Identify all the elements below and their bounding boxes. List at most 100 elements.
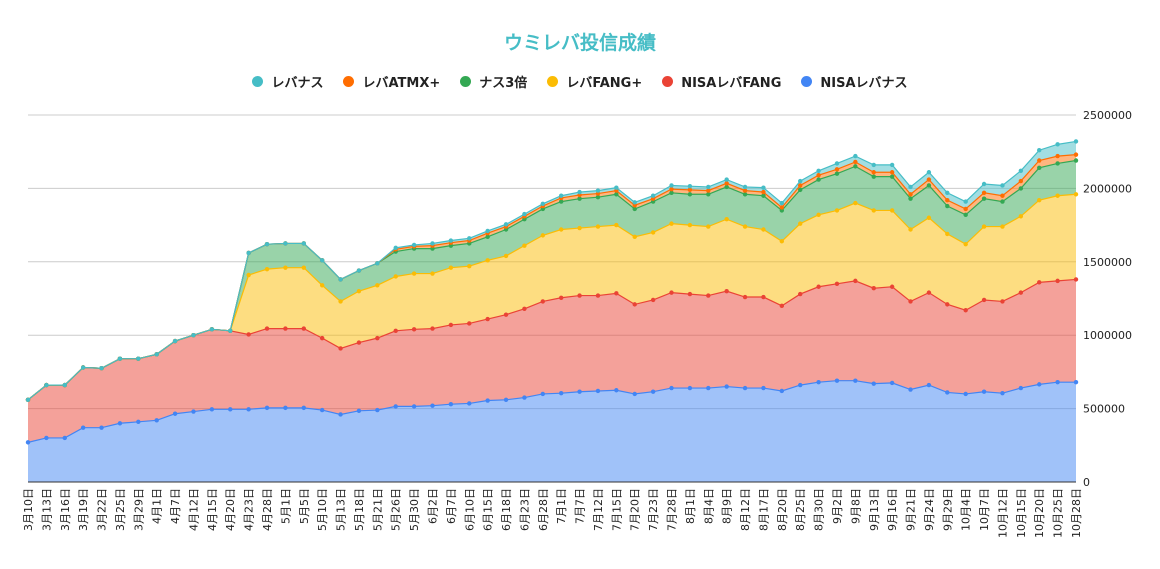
legend-item[interactable]: レバFANG+: [547, 72, 642, 91]
x-tick-label: 6月2日: [426, 488, 439, 524]
data-point: [503, 397, 509, 402]
data-point: [834, 378, 840, 383]
x-tick-label: 3月16日: [59, 488, 72, 531]
legend-dot-icon: [547, 76, 559, 87]
legend-label: ナス3倍: [479, 76, 528, 91]
data-point: [669, 385, 674, 391]
data-point: [595, 188, 601, 193]
x-tick-label: 7月12日: [592, 488, 605, 531]
data-point: [798, 187, 803, 193]
x-tick-label: 8月17日: [757, 488, 770, 531]
x-tick-label: 9月8日: [849, 488, 862, 524]
data-point: [558, 199, 564, 204]
data-point: [889, 170, 895, 175]
x-tick-label: 8月30日: [813, 488, 826, 531]
data-point: [80, 425, 86, 430]
data-point: [963, 308, 968, 313]
legend-item[interactable]: NISAレバFANG: [662, 72, 781, 91]
legend-item[interactable]: ナス3倍: [460, 72, 527, 91]
data-point: [375, 407, 380, 413]
data-point: [724, 177, 729, 182]
data-point: [540, 233, 546, 238]
data-point: [338, 346, 343, 351]
data-point: [650, 193, 656, 198]
legend-item[interactable]: レバATMX+: [343, 72, 440, 91]
y-tick-label: 1000000: [1083, 329, 1132, 342]
data-point: [1073, 139, 1079, 144]
data-point: [393, 328, 398, 333]
data-point: [595, 224, 601, 229]
data-point: [798, 183, 803, 188]
data-point: [191, 333, 196, 338]
x-tick-label: 8月1日: [684, 488, 697, 524]
x-tick-label: 7月28日: [666, 488, 679, 531]
legend-item[interactable]: NISAレバナス: [801, 72, 908, 91]
x-tick-label: 5月21日: [371, 488, 384, 531]
data-point: [779, 388, 785, 394]
data-point: [411, 271, 417, 276]
data-point: [761, 227, 766, 232]
area-1: [28, 279, 1076, 443]
x-tick-label: 7月7日: [574, 488, 587, 524]
data-point: [1018, 214, 1024, 219]
data-point: [853, 153, 858, 159]
data-point: [283, 326, 288, 331]
data-point: [1037, 148, 1042, 153]
data-point: [945, 390, 950, 395]
x-tick-label: 4月23日: [243, 488, 256, 531]
data-point: [577, 189, 582, 195]
x-tick-label: 9月2日: [831, 488, 844, 524]
x-tick-label: 10月4日: [960, 488, 973, 531]
data-point: [908, 227, 913, 232]
data-point: [1055, 379, 1060, 385]
data-point: [889, 162, 895, 168]
data-point: [1073, 379, 1079, 385]
data-point: [44, 435, 49, 441]
data-point: [503, 222, 509, 227]
data-point: [742, 294, 748, 300]
data-point: [834, 281, 840, 287]
data-point: [926, 183, 932, 188]
data-point: [136, 419, 141, 425]
data-point: [485, 398, 490, 403]
legend-label: NISAレバナス: [820, 76, 908, 91]
data-point: [761, 193, 766, 198]
data-point: [1055, 278, 1060, 284]
data-point: [319, 283, 325, 288]
data-point: [356, 340, 362, 345]
legend-label: レバナス: [271, 76, 324, 91]
data-point: [1037, 197, 1042, 203]
data-point: [761, 294, 766, 300]
data-point: [1018, 385, 1024, 391]
data-point: [393, 245, 398, 251]
data-point: [742, 385, 748, 391]
legend: レバナス レバATMX+ ナス3倍 レバFANG+ NISAレバFANG NISAレバナス: [0, 72, 1160, 91]
data-point: [926, 215, 932, 220]
data-point: [706, 385, 711, 391]
data-point: [577, 389, 582, 394]
x-tick-label: 6月10日: [463, 488, 476, 531]
data-point: [981, 190, 987, 196]
data-point: [485, 316, 490, 322]
x-tick-label: 4月12日: [187, 488, 200, 531]
series-line: [27, 380, 1076, 443]
data-point: [632, 206, 637, 212]
data-point: [724, 181, 729, 186]
data-point: [687, 291, 693, 297]
data-point: [99, 425, 104, 430]
data-point: [926, 290, 932, 295]
data-point: [816, 379, 821, 385]
data-point: [595, 195, 601, 200]
data-point: [448, 265, 454, 270]
legend-item[interactable]: レバナス: [252, 72, 323, 91]
x-tick-label: 7月20日: [629, 488, 642, 531]
data-point: [779, 205, 785, 210]
data-point: [1055, 142, 1060, 147]
data-point: [871, 174, 876, 179]
data-point: [926, 177, 932, 182]
data-point: [448, 238, 454, 243]
data-point: [650, 230, 656, 235]
data-point: [761, 185, 766, 190]
data-point: [1073, 158, 1079, 163]
data-point: [706, 188, 711, 193]
